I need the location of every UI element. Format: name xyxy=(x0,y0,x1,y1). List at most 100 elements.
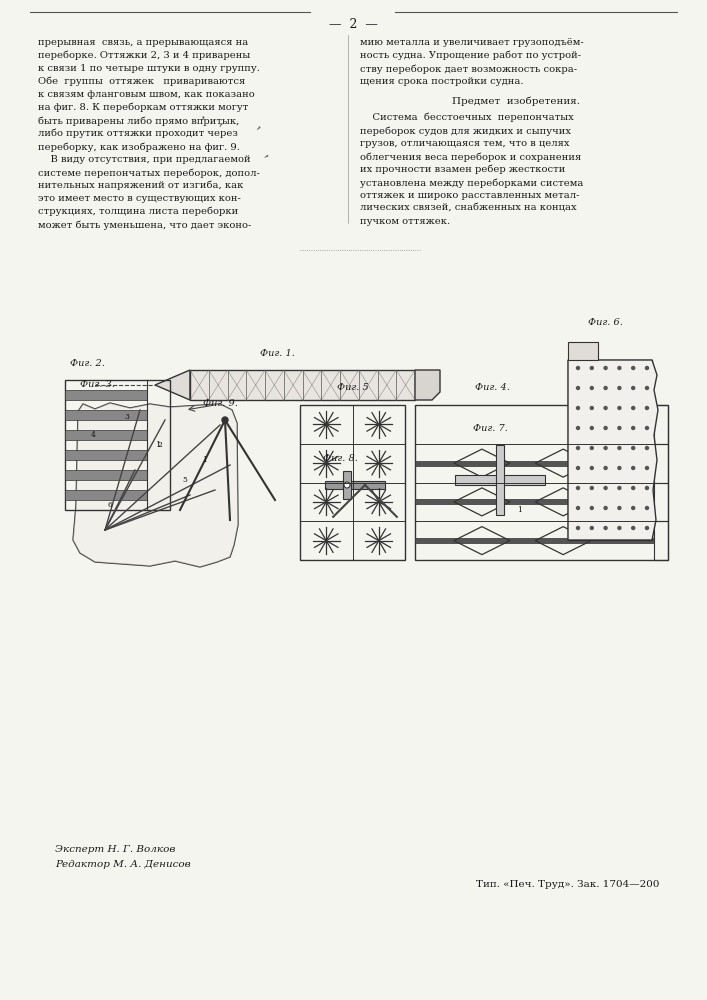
Text: Фиг. 4.: Фиг. 4. xyxy=(475,383,510,392)
Bar xyxy=(65,410,147,420)
Text: →: → xyxy=(217,121,224,127)
Bar xyxy=(654,521,668,560)
Circle shape xyxy=(631,487,635,489)
Text: Тип. «Печ. Труд». Зак. 1704—200: Тип. «Печ. Труд». Зак. 1704—200 xyxy=(477,880,660,889)
Circle shape xyxy=(604,526,607,530)
Circle shape xyxy=(631,506,635,510)
Circle shape xyxy=(576,406,580,410)
Circle shape xyxy=(590,487,593,489)
Text: к связям фланговым швом, как показано: к связям фланговым швом, как показано xyxy=(38,90,255,99)
Bar xyxy=(65,490,147,500)
Text: 4: 4 xyxy=(90,431,95,439)
Bar xyxy=(455,475,545,485)
Text: может быть уменьшена, что дает эконо-: может быть уменьшена, что дает эконо- xyxy=(38,220,252,230)
Polygon shape xyxy=(73,403,238,567)
Text: 5: 5 xyxy=(182,476,187,484)
Bar xyxy=(568,342,598,360)
Circle shape xyxy=(618,366,621,369)
Circle shape xyxy=(645,406,648,410)
Text: системе перепончатых переборок, допол-: системе перепончатых переборок, допол- xyxy=(38,168,260,178)
Circle shape xyxy=(618,426,621,430)
Bar xyxy=(415,461,654,466)
Circle shape xyxy=(618,446,621,450)
Circle shape xyxy=(344,482,350,488)
Polygon shape xyxy=(155,370,190,400)
Polygon shape xyxy=(568,360,658,540)
Circle shape xyxy=(604,386,607,389)
Circle shape xyxy=(645,526,648,530)
Text: к связи 1 по четыре штуки в одну группу.: к связи 1 по четыре штуки в одну группу. xyxy=(38,64,260,73)
Circle shape xyxy=(604,446,607,450)
Text: Фиг. 2.: Фиг. 2. xyxy=(70,359,105,368)
Text: грузов, отличающаяся тем, что в целях: грузов, отличающаяся тем, что в целях xyxy=(360,139,570,148)
Bar xyxy=(654,444,668,483)
Circle shape xyxy=(576,466,580,470)
Text: Фиг. 9.: Фиг. 9. xyxy=(203,399,238,408)
Text: Фиг. 5: Фиг. 5 xyxy=(337,383,368,392)
Circle shape xyxy=(631,386,635,389)
Bar xyxy=(65,390,147,400)
Bar xyxy=(568,360,652,540)
Bar xyxy=(65,430,147,440)
Bar xyxy=(415,499,654,504)
Text: 2: 2 xyxy=(158,441,163,449)
Text: 1: 1 xyxy=(203,456,207,464)
Text: переборку, как изображено на фиг. 9.: переборку, как изображено на фиг. 9. xyxy=(38,142,240,151)
Text: либо прутик оттяжки проходит через: либо прутик оттяжки проходит через xyxy=(38,129,238,138)
Text: оттяжек и широко расставленных метал-: оттяжек и широко расставленных метал- xyxy=(360,191,580,200)
Text: Система  бесстоечных  перепончатых: Система бесстоечных перепончатых xyxy=(360,113,574,122)
Bar xyxy=(343,471,351,499)
Bar xyxy=(496,445,504,515)
Polygon shape xyxy=(415,370,440,400)
Circle shape xyxy=(576,487,580,489)
Text: Предмет  изобретения.: Предмет изобретения. xyxy=(452,96,580,105)
Text: 1: 1 xyxy=(156,441,161,449)
Circle shape xyxy=(590,366,593,369)
Circle shape xyxy=(576,526,580,530)
Text: их прочности взамен ребер жесткости: их прочности взамен ребер жесткости xyxy=(360,165,566,174)
Text: Фиг. 8.: Фиг. 8. xyxy=(322,454,358,463)
Circle shape xyxy=(576,446,580,450)
Bar xyxy=(654,405,668,444)
Circle shape xyxy=(645,487,648,489)
Bar xyxy=(415,405,668,560)
Circle shape xyxy=(604,406,607,410)
Circle shape xyxy=(645,466,648,470)
Text: →: → xyxy=(256,124,262,131)
Text: Фиг. 3.: Фиг. 3. xyxy=(80,380,115,389)
Circle shape xyxy=(631,366,635,369)
Text: щения срока постройки судна.: щения срока постройки судна. xyxy=(360,77,523,86)
Text: →: → xyxy=(200,114,206,120)
Circle shape xyxy=(222,417,228,423)
Text: облегчения веса переборок и сохранения: облегчения веса переборок и сохранения xyxy=(360,152,581,161)
Circle shape xyxy=(618,526,621,530)
Circle shape xyxy=(604,426,607,430)
Bar xyxy=(300,405,405,560)
Text: Обе  группы  оттяжек   привариваются: Обе группы оттяжек привариваются xyxy=(38,77,245,87)
Circle shape xyxy=(618,466,621,470)
Circle shape xyxy=(645,506,648,510)
Bar xyxy=(415,538,654,543)
Circle shape xyxy=(590,526,593,530)
Text: В виду отсутствия, при предлагаемой: В виду отсутствия, при предлагаемой xyxy=(38,155,250,164)
Circle shape xyxy=(631,446,635,450)
Text: это имеет место в существующих кон-: это имеет место в существующих кон- xyxy=(38,194,241,203)
Text: 3: 3 xyxy=(124,413,129,421)
Text: струкциях, толщина листа переборки: струкциях, толщина листа переборки xyxy=(38,207,238,217)
Bar xyxy=(65,470,147,480)
Text: на фиг. 8. К переборкам оттяжки могут: на фиг. 8. К переборкам оттяжки могут xyxy=(38,103,248,112)
Circle shape xyxy=(590,506,593,510)
Circle shape xyxy=(631,526,635,530)
Circle shape xyxy=(645,446,648,450)
Text: 1: 1 xyxy=(518,506,522,514)
Circle shape xyxy=(631,406,635,410)
Text: —  2  —: — 2 — xyxy=(329,18,378,31)
Circle shape xyxy=(645,366,648,369)
Bar xyxy=(65,380,170,510)
Circle shape xyxy=(576,506,580,510)
Text: быть приварены либо прямо впритык,: быть приварены либо прямо впритык, xyxy=(38,116,240,125)
Circle shape xyxy=(631,466,635,470)
Circle shape xyxy=(618,487,621,489)
Circle shape xyxy=(590,406,593,410)
Text: →: → xyxy=(263,152,269,159)
